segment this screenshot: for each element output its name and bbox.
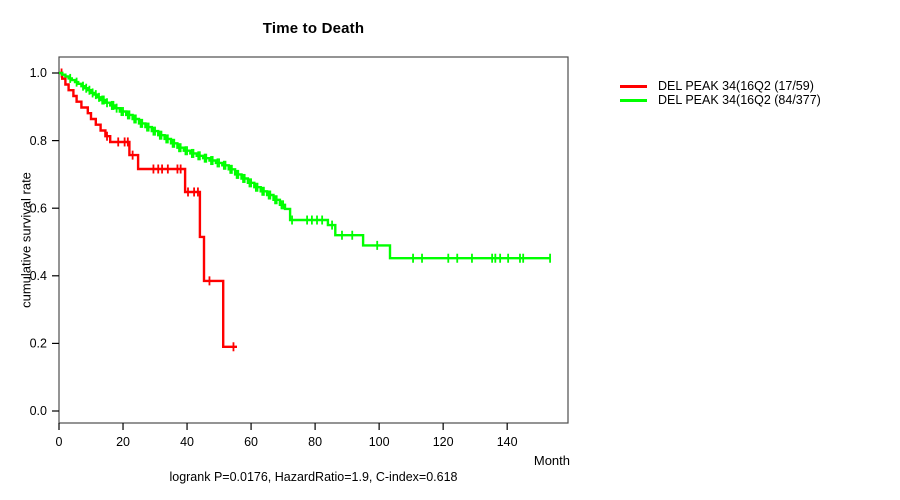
red-line-swatch (620, 84, 647, 88)
km-curve-red (59, 71, 237, 348)
legend-label-red-group: DEL PEAK 34(16Q2 (17/59) (658, 79, 814, 93)
y-tick-label: 0.8 (30, 134, 47, 148)
x-tick-label: 0 (56, 435, 63, 449)
legend-label-green-group: DEL PEAK 34(16Q2 (84/377) (658, 93, 821, 107)
y-tick-label: 0.6 (30, 201, 47, 215)
x-tick-label: 120 (433, 435, 454, 449)
x-tick-label: 140 (497, 435, 518, 449)
km-curve-green (59, 71, 551, 260)
green-line-swatch (620, 98, 647, 102)
plot-frame (58, 56, 569, 424)
x-tick-label: 100 (369, 435, 390, 449)
legend-item-green-group: DEL PEAK 34(16Q2 (84/377) (620, 93, 821, 107)
x-tick-label: 40 (180, 435, 194, 449)
stats-annotation: logrank P=0.0176, HazardRatio=1.9, C-ind… (169, 470, 458, 484)
y-axis-title: cumulative survival rate (18, 172, 34, 308)
x-axis-title: Month (533, 453, 570, 468)
y-tick-label: 0.2 (30, 337, 47, 351)
y-tick-label: 0.4 (30, 269, 47, 283)
x-tick-label: 80 (308, 435, 322, 449)
x-tick-label: 20 (116, 435, 130, 449)
x-tick-label: 60 (244, 435, 258, 449)
y-tick-label: 1.0 (30, 66, 47, 80)
legend-item-red-group: DEL PEAK 34(16Q2 (17/59) (620, 79, 821, 93)
legend: DEL PEAK 34(16Q2 (17/59) DEL PEAK 34(16Q… (620, 79, 821, 107)
y-tick-label: 0.0 (30, 404, 47, 418)
chart-title: Time to Death (262, 20, 365, 37)
